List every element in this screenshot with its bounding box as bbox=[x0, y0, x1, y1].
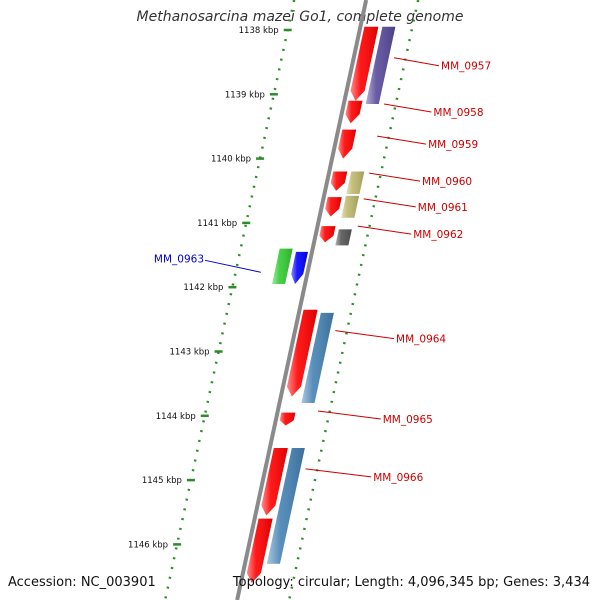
tick-label: 1145 kbp bbox=[142, 476, 182, 486]
tick-dots bbox=[163, 0, 420, 600]
gene-arrow-shade bbox=[287, 309, 318, 397]
topology-text: Topology: circular; Length: 4,096,345 bp… bbox=[232, 575, 590, 590]
gene-leader bbox=[383, 103, 432, 113]
gene-leader bbox=[357, 225, 412, 235]
gene-label: MM_0966 bbox=[373, 472, 423, 484]
gene-arrow-shade bbox=[261, 447, 288, 516]
gene-arrow-shade bbox=[350, 26, 379, 101]
tick-label: 1142 kbp bbox=[183, 283, 223, 293]
gene-label: MM_0964 bbox=[396, 334, 446, 346]
tick-label: 1138 kbp bbox=[239, 26, 279, 36]
gene-bar-shade bbox=[266, 447, 305, 564]
tick-label: 1143 kbp bbox=[170, 348, 210, 358]
gene-bar-shade bbox=[346, 171, 365, 194]
gene-leader bbox=[305, 468, 372, 478]
gene-leader bbox=[363, 198, 416, 208]
gene-leader bbox=[317, 410, 381, 420]
gene-label: MM_0963 bbox=[154, 253, 204, 265]
tick-label: 1144 kbp bbox=[156, 412, 196, 422]
gene-bar-shade bbox=[365, 26, 396, 104]
gene-label: MM_0965 bbox=[383, 414, 433, 426]
gene-arrow-shade bbox=[319, 226, 336, 243]
dotted-guide-outer bbox=[287, 0, 420, 600]
gene-arrow-shade bbox=[330, 171, 348, 191]
gene-label: MM_0960 bbox=[422, 176, 472, 188]
gene-label: MM_0957 bbox=[441, 61, 491, 73]
gene-arrow-shade bbox=[279, 412, 296, 426]
gene-leader bbox=[377, 135, 427, 145]
gene-bar-shade bbox=[341, 195, 360, 218]
gene-label: MM_0962 bbox=[413, 229, 463, 241]
gene-label: MM_0959 bbox=[428, 139, 478, 151]
gene-arrow-inner-shade bbox=[291, 251, 309, 284]
gene-arrow-shade bbox=[325, 197, 342, 217]
gene-arrow-shade bbox=[338, 129, 357, 159]
gene-bar-shade bbox=[301, 312, 334, 403]
tick-label: 1139 kbp bbox=[225, 90, 265, 100]
genome-backbone bbox=[235, 0, 369, 600]
gene-features: MM_0957 MM_0958 MM_0959 MM_0960 MM_0961 MM_09… bbox=[154, 26, 491, 583]
gene-label: MM_0958 bbox=[433, 107, 483, 119]
gene-leader bbox=[393, 57, 440, 67]
accession-text: Accession: NC_003901 bbox=[8, 575, 156, 590]
gene-bar-inner-shade bbox=[272, 248, 293, 284]
gene-arrow-shade bbox=[345, 100, 363, 124]
kbp-ticks: 1138 kbp 1139 kbp 1140 kbp 1141 kbp 1142 kbp… bbox=[128, 26, 292, 550]
tick-label: 1141 kbp bbox=[197, 219, 237, 229]
tick-label: 1146 kbp bbox=[128, 540, 168, 550]
gene-bar-shade bbox=[335, 229, 352, 246]
dotted-guide-inner bbox=[163, 0, 296, 600]
gene-leader bbox=[335, 330, 395, 340]
tick-label: 1140 kbp bbox=[211, 155, 251, 165]
gene-leader bbox=[204, 259, 261, 273]
gene-label: MM_0961 bbox=[418, 202, 468, 214]
map-title: Methanosarcina mazei Go1, complete genom… bbox=[136, 9, 464, 25]
gene-leader bbox=[369, 172, 421, 182]
gene-arrow-shade bbox=[246, 518, 273, 583]
